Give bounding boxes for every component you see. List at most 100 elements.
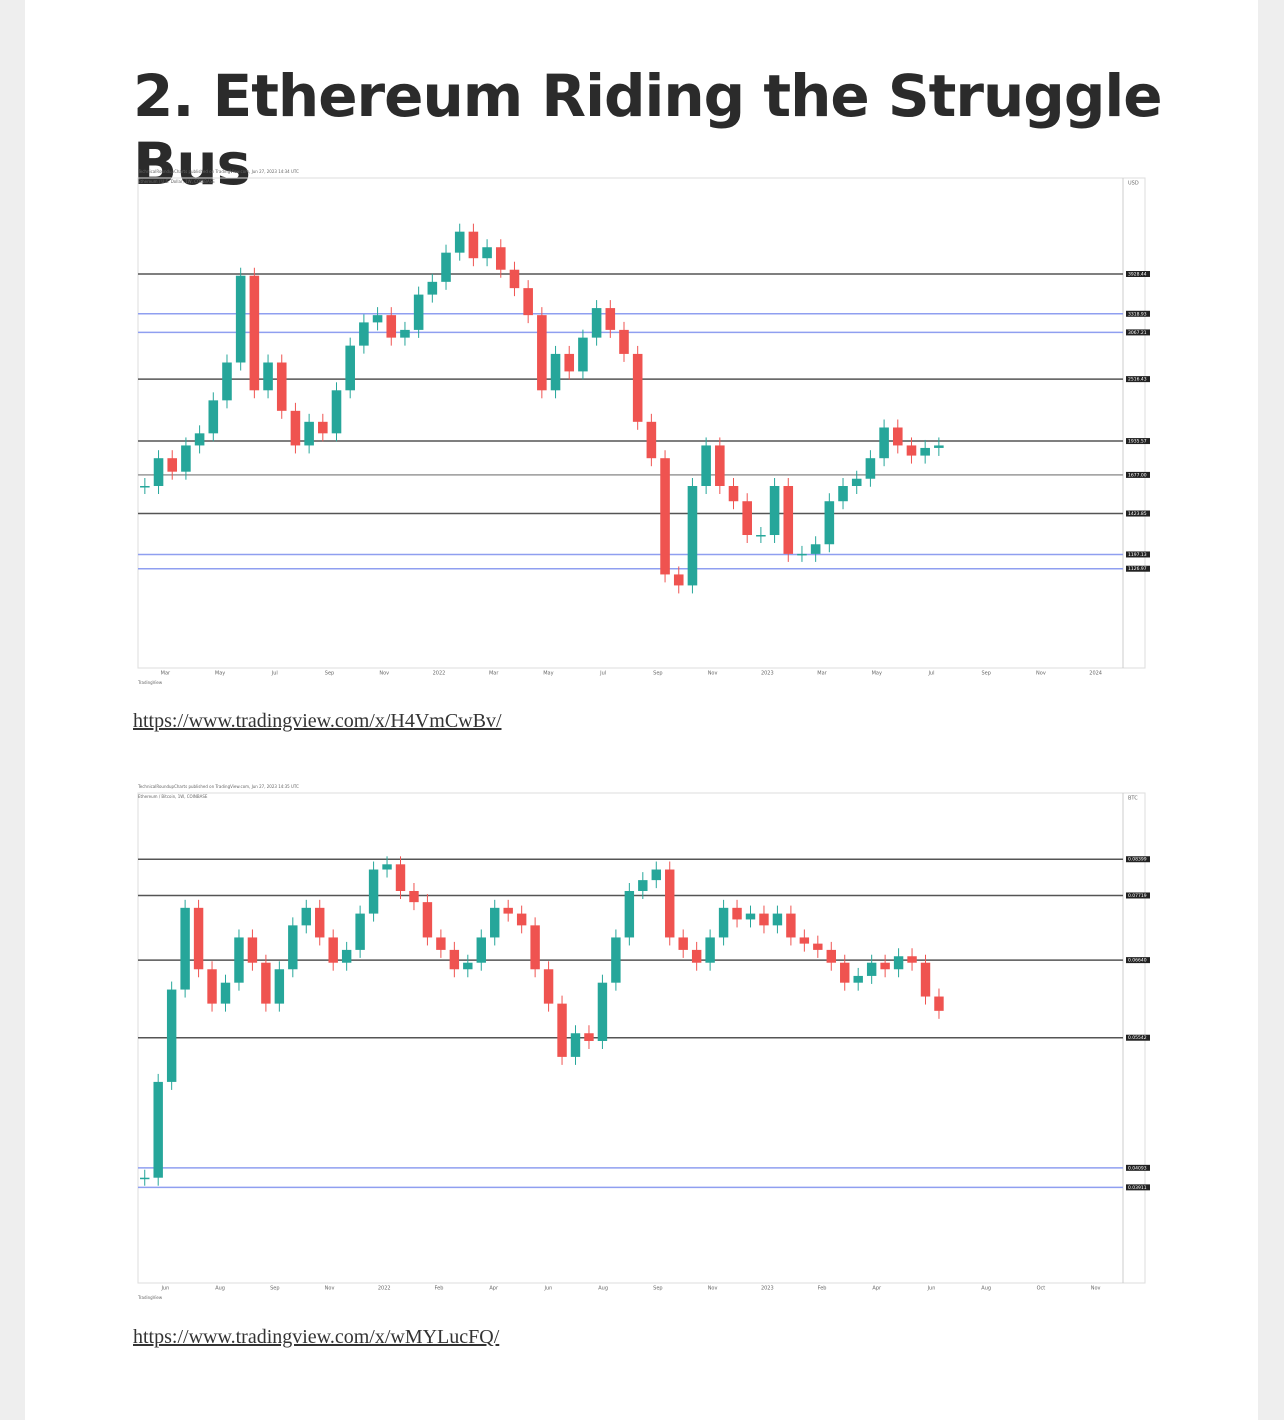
candle-body [591,308,602,338]
symbol: Ethereum / Bitcoin, 1W, COINBASE [138,794,208,799]
symbol: Ethereum / U.S. Dollar, 1W, COINBASE [138,179,215,184]
level-tag [1126,510,1150,517]
candle-body [318,421,328,434]
level-label: 0.07719 [1128,893,1147,899]
candle-body [222,362,232,401]
candle-body [880,962,890,970]
caption: TechnicalRoundupCharts published on Trad… [137,784,299,789]
candle-body [892,427,903,446]
x-tick-label: Nov [708,671,718,677]
candle-body [769,485,780,536]
candle-body [395,864,406,891]
candle-body [276,362,287,411]
candle-body [341,949,352,963]
candle-body [646,421,657,459]
candle-body [537,315,547,391]
currency: BTC [1128,796,1138,802]
level-label: 0.04093 [1128,1165,1147,1171]
candle-body [372,315,383,323]
candle-body [355,913,365,950]
candle-body [207,969,217,1004]
candle-body [382,864,392,870]
level-tag [1126,471,1150,478]
candle-body [288,925,298,970]
x-tick-label: Jul [927,671,934,677]
candle-body [879,427,889,459]
candle-body [153,458,164,486]
x-tick-label: Nov [325,1286,335,1292]
candle-body [413,294,424,330]
candle-body [853,975,863,983]
x-tick-label: Mar [161,671,171,677]
brand: TradingView [137,1295,163,1300]
level-label: 0.06640 [1128,958,1147,964]
candle-body [543,969,554,1004]
candle-body [304,421,314,446]
candle-body [907,956,917,963]
candle-body [468,231,479,259]
candle-body [247,937,258,963]
x-tick-label: Jun [544,1286,553,1292]
level-label: 1126.97 [1128,566,1147,572]
level-tag [1126,1164,1150,1171]
x-tick-label: Mar [817,671,827,677]
candle-body [331,390,342,434]
level-tag [1126,438,1150,445]
candle-body [732,907,742,920]
candle-body [409,890,419,903]
candle-body [578,337,588,372]
level-tag [1126,1034,1150,1041]
heading: 2. Ethereum Riding the Struggle Bus [133,62,1163,198]
level-tag [1126,892,1150,899]
candle-body [756,535,766,537]
caption: TechnicalRoundupCharts published on Trad… [137,169,299,174]
candle-body [715,445,725,486]
candle-body [234,937,244,983]
candle-body [759,913,769,926]
candle-body [665,869,675,938]
article: 2. Ethereum Riding the Struggle Bus http… [25,0,1258,1420]
x-tick-label: Jun [927,1286,936,1292]
candle-body [328,937,338,963]
candle-body [290,410,301,446]
candle-body [826,949,836,963]
link[interactable]: https://www.tradingview.com/x/wMYLucFQ/ [133,1326,500,1348]
x-tick-label: May [872,671,882,677]
candle-body [220,982,231,1004]
candle-body [400,329,410,338]
candle-body [140,485,150,488]
level-tag [1126,565,1150,572]
candle-body [386,315,397,338]
candle-body [786,913,796,938]
candle-body [345,345,355,391]
x-tick-label: Nov [1091,1286,1101,1292]
candle-body [263,362,273,391]
level-label: 1677.00 [1128,472,1147,478]
level-label: 3318.93 [1128,311,1147,317]
x-tick-label: 2022 [378,1286,391,1292]
level-label: 1197.13 [1128,552,1147,558]
level-label: 2516.43 [1128,377,1147,383]
candle-body [851,478,862,486]
x-tick-label: Sep [653,671,662,677]
candle-body [893,956,904,970]
candle-body [934,445,944,448]
x-tick-label: Sep [325,671,334,677]
candle-body [638,880,648,891]
candle-body [570,1033,581,1057]
link[interactable]: https://www.tradingview.com/x/H4VmCwBv/ [133,710,502,732]
level-label: 0.05542 [1128,1035,1147,1041]
candle-body [516,913,527,926]
level-tag [1126,551,1150,558]
candle-body [482,247,492,259]
x-tick-label: Sep [653,1286,662,1292]
candle-body [167,458,178,472]
candle-body [564,353,575,372]
x-tick-label: Aug [981,1286,991,1292]
level-label: 0.03911 [1128,1185,1147,1191]
x-tick-label: Sep [981,671,990,677]
x-tick-label: Aug [215,1286,225,1292]
candle-body [166,989,177,1082]
candle-body [261,962,271,1004]
